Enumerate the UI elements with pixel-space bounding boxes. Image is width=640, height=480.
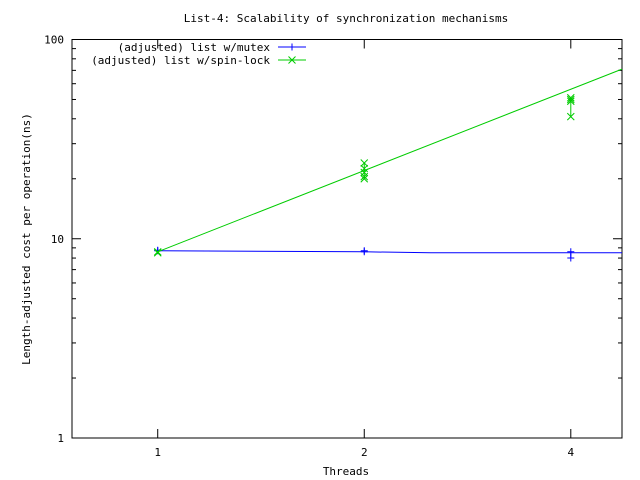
- data-point: [153, 247, 162, 256]
- x-tick-label: 2: [361, 446, 368, 459]
- data-point: [567, 248, 575, 256]
- y-tick-label: 100: [44, 34, 64, 47]
- series-line: [157, 250, 622, 254]
- y-tick-label: 10: [51, 233, 64, 246]
- series-fit-line: [157, 68, 623, 253]
- plot-frame: [71, 39, 623, 439]
- legend: (adjusted) list w/mutex(adjusted) list w…: [91, 41, 306, 67]
- data-point: [360, 159, 369, 167]
- series-0: [154, 246, 622, 262]
- data-point: [153, 248, 162, 257]
- legend-marker: [288, 43, 296, 51]
- legend-label: (adjusted) list w/spin-lock: [91, 54, 270, 67]
- x-tick-label: 1: [154, 446, 161, 459]
- data-point: [360, 174, 369, 183]
- data-point: [360, 247, 368, 255]
- legend-marker: [288, 56, 296, 64]
- x-tick-label: 4: [567, 446, 574, 459]
- data-point: [566, 95, 575, 104]
- series-1: [153, 68, 623, 257]
- legend-label: (adjusted) list w/mutex: [118, 41, 271, 54]
- x-axis: 1 2 4: [154, 39, 574, 459]
- data-point: [566, 93, 575, 102]
- series-layer: [153, 68, 623, 262]
- data-point: [566, 112, 575, 121]
- chart-title: List-4: Scalability of synchronization m…: [184, 12, 509, 25]
- data-point: [360, 164, 369, 173]
- data-point: [567, 254, 575, 262]
- x-axis-label: Threads: [323, 465, 369, 478]
- y-axis: 1 10 100: [44, 34, 622, 445]
- data-point: [566, 97, 575, 106]
- y-tick-label: 1: [57, 432, 64, 445]
- data-point: [360, 168, 369, 177]
- y-axis-label: Length-adjusted cost per operation(ns): [20, 113, 33, 365]
